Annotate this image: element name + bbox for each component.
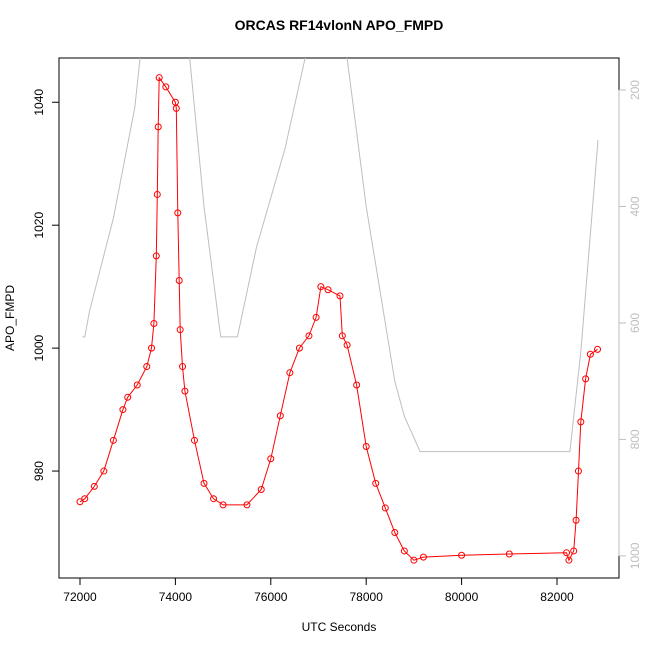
data-point [582,375,590,383]
data-point [172,104,180,112]
chart-title: ORCAS RF14vlonN APO_FMPD [235,17,444,33]
y-tick-label: 1040 [32,89,46,116]
data-point [286,369,294,377]
x-tick-label: 72000 [63,590,97,604]
data-point [563,549,571,557]
x-axis-label: UTC Seconds [302,620,377,634]
data-point [154,123,162,131]
data-point [505,550,513,558]
data-point [362,442,370,450]
y2-tick-label: 800 [628,429,642,449]
plot-box [58,57,620,579]
data-point [179,363,187,371]
data-point [565,556,573,564]
data-point [109,436,117,444]
data-point [586,350,594,358]
x-tick-label: 76000 [254,590,288,604]
data-point [243,501,251,509]
data-point [181,387,189,395]
data-point [400,547,408,555]
y2-tick-label: 1000 [628,542,642,569]
data-point [372,479,380,487]
y-tick-label: 980 [32,461,46,481]
data-point [176,326,184,334]
data-point [410,556,418,564]
data-point [257,485,265,493]
data-point [343,341,351,349]
data-point [152,252,160,260]
y2-tick-label: 200 [628,80,642,100]
y-axis-label: APO_FMPD [3,285,17,351]
data-point [458,551,466,559]
y-tick-label: 1000 [32,334,46,361]
data-point [162,83,170,91]
data-point [81,495,89,503]
data-point [175,277,183,285]
data-point [100,467,108,475]
data-point [200,479,208,487]
data-point [338,332,346,340]
data-point [150,320,158,328]
data-point [353,381,361,389]
data-point [90,482,98,490]
data-point [572,516,580,524]
x-tick-label: 78000 [350,590,384,604]
y-tick-label: 1020 [32,212,46,239]
data-point [336,292,344,300]
data-point [317,283,325,291]
data-point [190,436,198,444]
data-point [133,381,141,389]
data-point [219,501,227,509]
data-point [570,547,578,555]
x-tick-label: 74000 [159,590,193,604]
series-line [79,76,598,562]
data-point [174,209,182,217]
data-point [594,345,602,353]
data-point [312,313,320,321]
data-point [119,406,127,414]
data-point [124,393,132,401]
data-point [210,495,218,503]
plot-area [76,58,602,564]
data-point [577,418,585,426]
data-point [276,412,284,420]
data-point [155,74,163,82]
data-point [419,553,427,561]
x-tick-label: 80000 [445,590,479,604]
data-point [391,529,399,537]
data-point [574,467,582,475]
x-tick-label: 82000 [540,590,574,604]
y2-tick-label: 600 [628,313,642,333]
data-point [381,504,389,512]
data-point [295,344,303,352]
data-point [305,332,313,340]
y2-tick-label: 400 [628,196,642,216]
data-point [267,455,275,463]
data-point [143,363,151,371]
data-point [324,286,332,294]
data-point [153,190,161,198]
series-line [82,58,599,453]
data-point [76,498,84,506]
data-point [148,344,156,352]
